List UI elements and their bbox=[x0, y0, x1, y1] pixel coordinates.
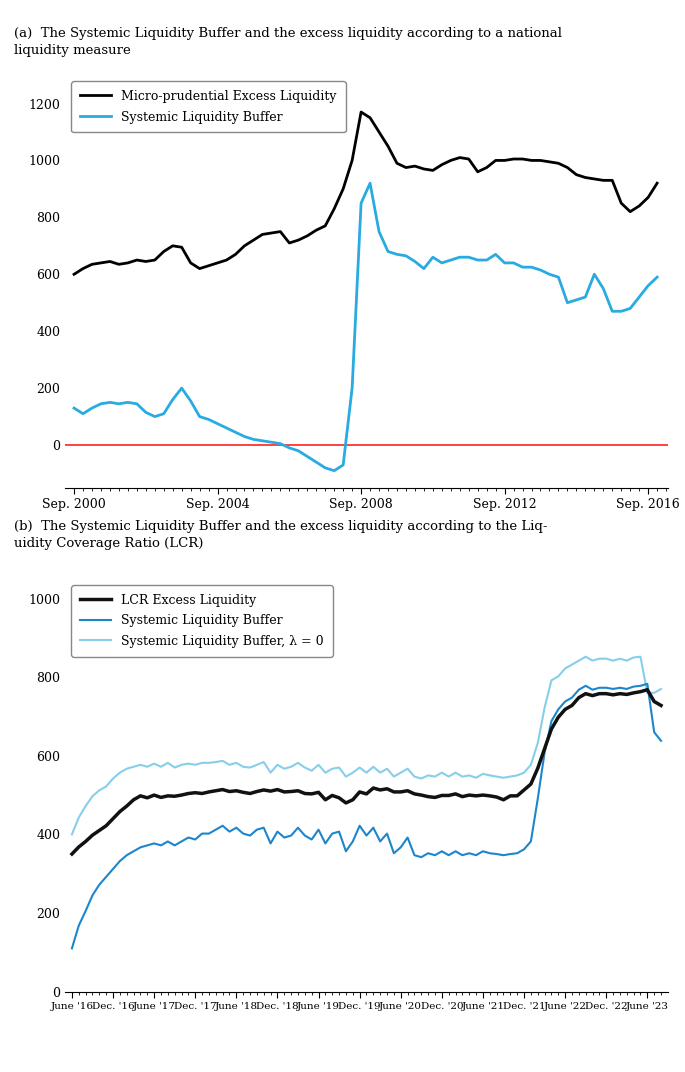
Systemic Liquidity Buffer bbox=[314, 823, 323, 836]
Legend: Micro-prudential Excess Liquidity, Systemic Liquidity Buffer: Micro-prudential Excess Liquidity, Syste… bbox=[71, 81, 345, 132]
Line: Systemic Liquidity Buffer, λ = 0: Systemic Liquidity Buffer, λ = 0 bbox=[72, 657, 661, 834]
Systemic Liquidity Buffer bbox=[68, 942, 76, 955]
Systemic Liquidity Buffer bbox=[545, 268, 553, 281]
Systemic Liquidity Buffer bbox=[653, 271, 661, 284]
Systemic Liquidity Buffer bbox=[339, 459, 347, 472]
Micro-prudential Excess Liquidity bbox=[357, 106, 365, 119]
Text: (b)  The Systemic Liquidity Buffer and the excess liquidity according to the Liq: (b) The Systemic Liquidity Buffer and th… bbox=[14, 520, 547, 550]
LCR Excess Liquidity bbox=[239, 786, 247, 799]
LCR Excess Liquidity bbox=[362, 788, 371, 801]
LCR Excess Liquidity bbox=[68, 848, 76, 861]
LCR Excess Liquidity bbox=[164, 789, 172, 802]
Line: LCR Excess Liquidity: LCR Excess Liquidity bbox=[72, 689, 661, 854]
Micro-prudential Excess Liquidity bbox=[249, 234, 258, 247]
Systemic Liquidity Buffer bbox=[321, 461, 329, 474]
Systemic Liquidity Buffer, λ = 0 bbox=[657, 683, 665, 696]
Systemic Liquidity Buffer bbox=[657, 734, 665, 747]
Micro-prudential Excess Liquidity bbox=[115, 258, 123, 271]
Systemic Liquidity Buffer bbox=[643, 678, 651, 690]
Systemic Liquidity Buffer, λ = 0 bbox=[547, 674, 556, 687]
Micro-prudential Excess Liquidity bbox=[536, 154, 545, 167]
Systemic Liquidity Buffer bbox=[115, 398, 123, 411]
LCR Excess Liquidity bbox=[198, 787, 206, 800]
Micro-prudential Excess Liquidity bbox=[617, 196, 625, 209]
Systemic Liquidity Buffer bbox=[330, 464, 338, 477]
Micro-prudential Excess Liquidity bbox=[214, 256, 222, 269]
Systemic Liquidity Buffer bbox=[198, 828, 206, 840]
Systemic Liquidity Buffer bbox=[70, 402, 78, 415]
Systemic Liquidity Buffer, λ = 0 bbox=[314, 758, 323, 771]
Line: Micro-prudential Excess Liquidity: Micro-prudential Excess Liquidity bbox=[74, 113, 657, 274]
Systemic Liquidity Buffer, λ = 0 bbox=[68, 828, 76, 840]
LCR Excess Liquidity bbox=[547, 723, 556, 735]
Text: (a)  The Systemic Liquidity Buffer and the excess liquidity according to a natio: (a) The Systemic Liquidity Buffer and th… bbox=[14, 27, 562, 57]
Systemic Liquidity Buffer, λ = 0 bbox=[164, 757, 172, 770]
LCR Excess Liquidity bbox=[314, 786, 323, 799]
Systemic Liquidity Buffer, λ = 0 bbox=[582, 651, 590, 664]
Systemic Liquidity Buffer, λ = 0 bbox=[362, 766, 371, 779]
LCR Excess Liquidity bbox=[643, 683, 651, 696]
Line: Systemic Liquidity Buffer: Systemic Liquidity Buffer bbox=[74, 183, 657, 471]
Micro-prudential Excess Liquidity bbox=[653, 177, 661, 190]
Legend: LCR Excess Liquidity, Systemic Liquidity Buffer, Systemic Liquidity Buffer, λ = : LCR Excess Liquidity, Systemic Liquidity… bbox=[71, 585, 333, 657]
Systemic Liquidity Buffer, λ = 0 bbox=[198, 757, 206, 770]
Line: Systemic Liquidity Buffer: Systemic Liquidity Buffer bbox=[72, 684, 661, 949]
Systemic Liquidity Buffer bbox=[366, 177, 374, 190]
Systemic Liquidity Buffer bbox=[362, 829, 371, 842]
Systemic Liquidity Buffer bbox=[547, 715, 556, 728]
LCR Excess Liquidity bbox=[657, 699, 665, 712]
Micro-prudential Excess Liquidity bbox=[70, 268, 78, 281]
Systemic Liquidity Buffer bbox=[214, 417, 222, 430]
Micro-prudential Excess Liquidity bbox=[321, 220, 329, 233]
Systemic Liquidity Buffer bbox=[239, 828, 247, 840]
Systemic Liquidity Buffer bbox=[164, 835, 172, 848]
Systemic Liquidity Buffer bbox=[249, 433, 258, 446]
Systemic Liquidity Buffer, λ = 0 bbox=[239, 760, 247, 773]
